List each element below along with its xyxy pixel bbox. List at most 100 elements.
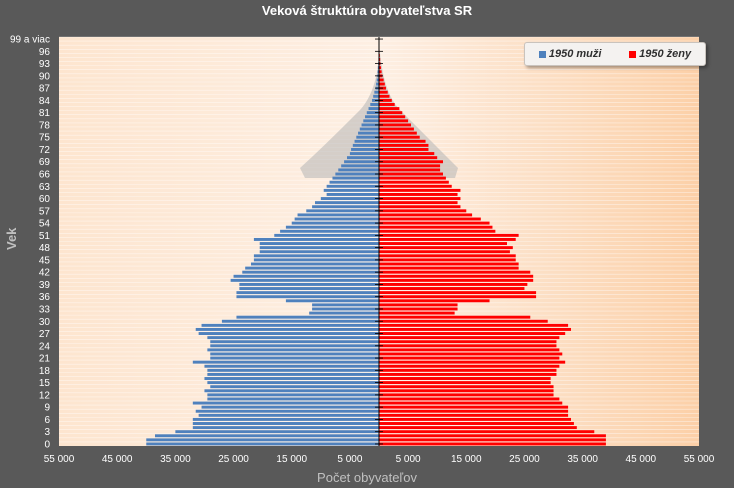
bar-men xyxy=(259,246,379,250)
bar-women xyxy=(379,368,557,372)
bar-women xyxy=(379,58,381,61)
bar-men xyxy=(207,372,379,376)
bar-women xyxy=(379,409,569,413)
y-tick-label: 0 xyxy=(44,439,50,450)
y-tick-label: 21 xyxy=(39,354,51,365)
bar-women xyxy=(379,299,490,303)
bar-men xyxy=(236,295,379,299)
bar-men xyxy=(351,148,379,151)
bar-men xyxy=(312,307,379,311)
bar-women xyxy=(379,135,420,139)
bar-women xyxy=(379,442,606,446)
bar-women xyxy=(379,127,414,131)
bar-men xyxy=(253,258,379,262)
bar-men xyxy=(359,127,379,131)
y-tick-label: 60 xyxy=(39,194,51,205)
bar-women xyxy=(379,274,534,278)
bar-men xyxy=(146,438,379,442)
bar-men xyxy=(242,270,379,274)
y-tick-label: 33 xyxy=(39,304,51,315)
bar-men xyxy=(201,323,379,327)
x-tick-label: 5 000 xyxy=(337,454,362,465)
y-tick-label: 42 xyxy=(39,268,51,279)
bar-women xyxy=(379,393,554,397)
bar-women xyxy=(379,184,452,188)
bar-men xyxy=(210,340,379,344)
bar-women xyxy=(379,242,507,246)
bar-men xyxy=(306,209,379,213)
bar-women xyxy=(379,287,525,291)
bar-men xyxy=(210,385,379,389)
bar-women xyxy=(379,344,557,348)
bar-men xyxy=(376,82,379,86)
bar-men xyxy=(236,315,379,319)
y-tick-label: 87 xyxy=(39,84,51,95)
y-tick-label: 90 xyxy=(39,71,51,82)
bar-women xyxy=(379,107,400,111)
y-tick-label: 36 xyxy=(39,292,51,303)
x-axis-ticks: 55 000 45 000 35 000 25 000 15 000 5 000 5 000… xyxy=(44,454,715,465)
bar-women xyxy=(379,430,595,434)
bar-men xyxy=(207,336,379,340)
bar-women xyxy=(379,352,563,356)
y-tick-label: 30 xyxy=(39,317,51,328)
bar-women xyxy=(379,262,519,266)
y-tick-label: 9 xyxy=(44,403,50,414)
bar-women xyxy=(379,123,411,127)
bar-women xyxy=(379,413,569,417)
bar-men xyxy=(363,119,379,123)
x-tick-label: 35 000 xyxy=(160,454,191,465)
bar-men xyxy=(221,319,379,323)
bar-men xyxy=(365,115,379,119)
bar-men xyxy=(198,332,379,335)
x-tick-label: 55 000 xyxy=(44,454,75,465)
bar-men xyxy=(297,213,379,217)
bar-women xyxy=(379,172,443,176)
y-tick-label: 96 xyxy=(39,47,51,58)
bar-women xyxy=(379,192,458,196)
bar-women xyxy=(379,250,510,254)
bar-men xyxy=(312,303,379,307)
legend-item-women: 1950 ženy xyxy=(629,48,691,60)
bar-men xyxy=(146,442,379,446)
bar-women xyxy=(379,332,566,335)
bar-men xyxy=(370,103,379,106)
bar-women xyxy=(379,98,392,102)
y-tick-label: 84 xyxy=(39,96,51,107)
bar-men xyxy=(210,352,379,356)
bar-men xyxy=(373,94,379,98)
bar-women xyxy=(379,90,388,94)
bar-men xyxy=(356,135,379,139)
bar-men xyxy=(326,192,379,196)
bar-women xyxy=(379,319,548,323)
bar-men xyxy=(210,344,379,348)
y-tick-label: 63 xyxy=(39,182,51,193)
bar-men xyxy=(335,172,379,176)
y-tick-label: 39 xyxy=(39,280,51,291)
bar-women xyxy=(379,434,606,438)
bar-women xyxy=(379,295,537,299)
bar-men xyxy=(312,205,379,209)
y-tick-label: 12 xyxy=(39,390,51,401)
bar-men xyxy=(329,180,379,184)
x-tick-label: 25 000 xyxy=(509,454,540,465)
y-tick-label: 66 xyxy=(39,170,51,181)
bar-men xyxy=(344,160,379,164)
bar-men xyxy=(195,327,379,331)
bar-men xyxy=(239,282,379,286)
bar-women xyxy=(379,164,441,168)
bar-men xyxy=(192,401,379,405)
x-tick-label: 15 000 xyxy=(276,454,307,465)
bar-men xyxy=(210,356,379,360)
bar-women xyxy=(379,389,554,393)
bar-women xyxy=(379,254,516,258)
bar-women xyxy=(379,225,493,229)
bar-men xyxy=(204,364,379,368)
bar-men xyxy=(192,360,379,364)
bar-women xyxy=(379,152,435,156)
bar-men xyxy=(198,413,379,417)
bar-women xyxy=(379,115,406,119)
bar-men xyxy=(207,348,379,352)
bar-women xyxy=(379,66,382,70)
